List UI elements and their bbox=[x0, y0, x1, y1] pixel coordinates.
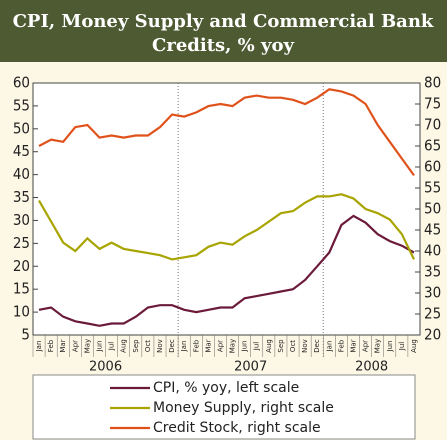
x-tick-label: Feb bbox=[337, 339, 345, 352]
chart-title: CPI, Money Supply and Commercial Bank Cre… bbox=[13, 11, 434, 56]
x-tick-label: Jun bbox=[96, 341, 104, 353]
y2-tick-label: 60 bbox=[424, 158, 441, 176]
y2-tick-label: 30 bbox=[424, 284, 441, 302]
y-tick-label: 10 bbox=[13, 303, 30, 321]
y2-tick-label: 20 bbox=[424, 326, 441, 344]
x-tick-label: Nov bbox=[301, 339, 309, 353]
y-tick-label: 5 bbox=[21, 326, 30, 344]
x-tick-label: Mar bbox=[59, 339, 67, 352]
x-tick-label: Dec bbox=[313, 339, 321, 353]
x-tick-label: Aug bbox=[120, 339, 128, 353]
x-tick-label: Apr bbox=[71, 340, 79, 352]
y2-tick-label: 35 bbox=[424, 263, 441, 281]
y-tick-label: 35 bbox=[13, 188, 30, 206]
x-tick-label: Jun bbox=[386, 341, 394, 353]
year-label: 2008 bbox=[355, 360, 388, 375]
series-line bbox=[38, 193, 415, 261]
year-label: 2007 bbox=[234, 360, 267, 375]
x-tick-label: Jul bbox=[398, 342, 406, 352]
series-line bbox=[38, 88, 415, 177]
y-tick-label: 55 bbox=[13, 96, 30, 114]
y-tick-label: 20 bbox=[13, 257, 30, 275]
y2-tick-label: 40 bbox=[424, 242, 441, 260]
x-tick-label: Nov bbox=[156, 339, 164, 353]
year-label: 2006 bbox=[89, 360, 122, 375]
y-tick-label: 50 bbox=[13, 119, 30, 137]
plot-area bbox=[32, 82, 421, 336]
x-tick-label: Sep bbox=[132, 339, 140, 353]
x-tick-label: Feb bbox=[47, 339, 55, 352]
legend-label: Credit Stock, right scale bbox=[153, 420, 321, 436]
x-tick-label: Apr bbox=[362, 340, 370, 352]
y2-tick-label: 45 bbox=[424, 221, 441, 239]
y2-tick-label: 55 bbox=[424, 179, 441, 197]
title-band bbox=[0, 0, 447, 62]
x-tick-label: Oct bbox=[144, 340, 152, 352]
y-tick-label: 25 bbox=[13, 234, 30, 252]
x-tick-label: Jun bbox=[241, 341, 249, 353]
x-tick-label: Jul bbox=[253, 342, 261, 352]
y-tick-label: 30 bbox=[13, 211, 30, 229]
x-tick-label: Aug bbox=[265, 339, 273, 353]
x-tick-label: Aug bbox=[410, 339, 418, 353]
x-tick-label: Mar bbox=[349, 339, 357, 352]
legend-label: CPI, % yoy, left scale bbox=[153, 380, 299, 396]
y2-tick-label: 25 bbox=[424, 305, 441, 323]
x-tick-label: Jul bbox=[108, 342, 116, 352]
x-tick-label: Oct bbox=[289, 340, 297, 352]
x-tick-label: May bbox=[229, 339, 237, 353]
series-line bbox=[38, 214, 415, 327]
x-tick-label: May bbox=[83, 339, 91, 353]
y-tick-label: 15 bbox=[13, 280, 30, 298]
y2-tick-label: 50 bbox=[424, 200, 441, 218]
y2-tick-label: 80 bbox=[424, 74, 441, 92]
y2-tick-label: 70 bbox=[424, 116, 441, 134]
y-tick-label: 40 bbox=[13, 165, 30, 183]
x-tick-label: Jan bbox=[325, 341, 333, 353]
x-tick-label: Sep bbox=[277, 339, 285, 353]
x-tick-label: Apr bbox=[216, 340, 224, 352]
x-tick-label: Jan bbox=[180, 341, 188, 353]
legend-label: Money Supply, right scale bbox=[153, 400, 334, 416]
y2-tick-label: 65 bbox=[424, 137, 441, 155]
y-tick-label: 60 bbox=[13, 74, 30, 92]
x-tick-label: Dec bbox=[168, 339, 176, 353]
y-tick-label: 45 bbox=[13, 142, 30, 160]
x-tick-label: May bbox=[374, 339, 382, 353]
legend-box bbox=[32, 374, 416, 440]
x-tick-label: Jan bbox=[35, 341, 43, 353]
y2-tick-label: 75 bbox=[424, 95, 441, 113]
x-tick-label: Mar bbox=[204, 339, 212, 352]
x-tick-label: Feb bbox=[192, 339, 200, 352]
